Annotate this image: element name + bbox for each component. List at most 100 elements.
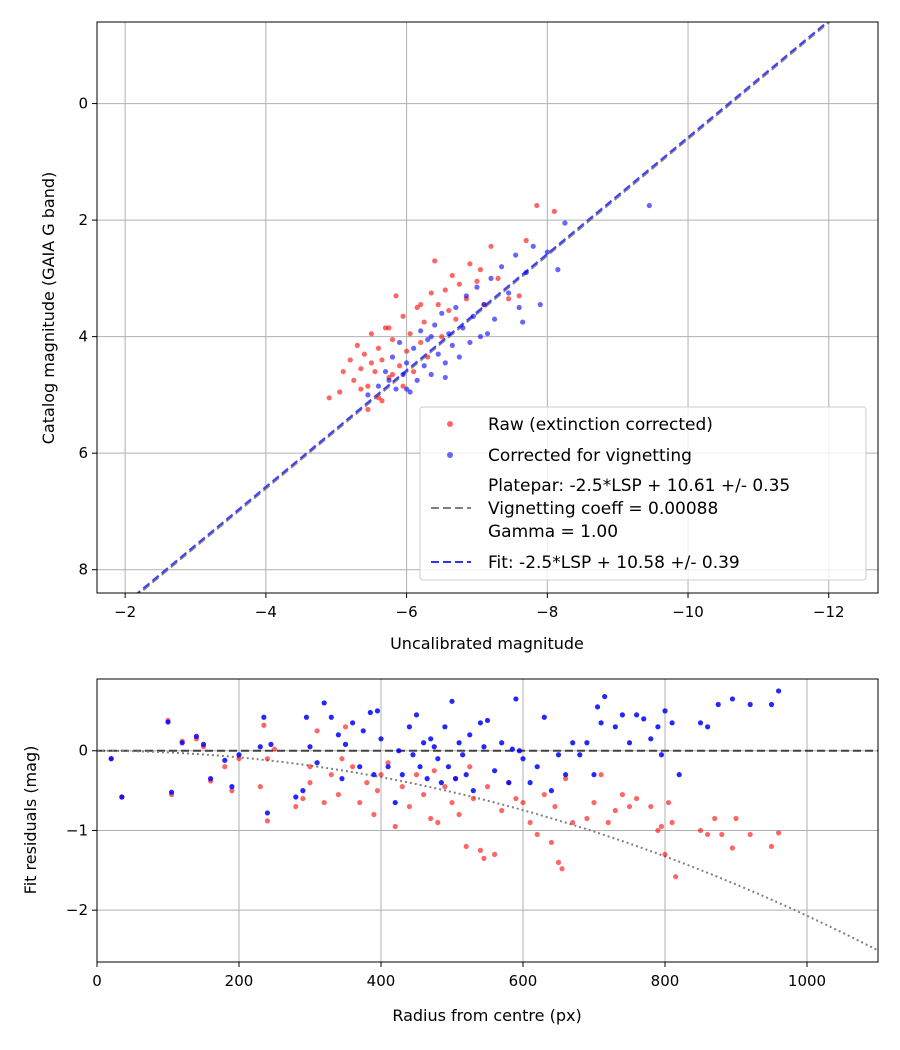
raw-residual-point	[598, 772, 604, 778]
corrected-residual-point	[499, 740, 505, 746]
top-ytick-label: 6	[78, 444, 88, 462]
raw-magnitude-point	[477, 267, 484, 273]
top-xtick-label: −10	[672, 603, 704, 621]
raw-magnitude-point	[386, 325, 392, 331]
raw-residual-point	[552, 803, 558, 810]
corrected-residual-point	[438, 780, 444, 786]
top-ylabel: Catalog magnitude (GAIA G band)	[39, 172, 58, 444]
corrected-residual-point	[591, 772, 597, 778]
raw-residual-point	[768, 843, 775, 850]
raw-residual-point	[261, 722, 267, 728]
top-scatter-points	[326, 202, 652, 413]
raw-magnitude-point	[393, 293, 399, 299]
raw-residual-point	[548, 839, 555, 846]
raw-residual-point	[413, 772, 420, 778]
corrected-residual-point	[413, 712, 420, 718]
raw-residual-point	[300, 795, 306, 802]
corrected-magnitude-point	[400, 371, 406, 378]
corrected-residual-point	[339, 776, 345, 782]
raw-residual-point	[669, 819, 675, 826]
raw-residual-point	[697, 827, 704, 834]
corrected-residual-point	[641, 716, 647, 722]
raw-magnitude-point	[375, 345, 382, 351]
corrected-magnitude-point	[555, 267, 561, 273]
corrected-residual-point	[399, 772, 405, 778]
raw-magnitude-point	[337, 389, 343, 395]
platepar-fit-line	[138, 22, 832, 593]
corrected-residual-point	[648, 736, 654, 742]
corrected-residual-point	[360, 728, 366, 734]
raw-residual-point	[264, 818, 270, 824]
raw-residual-point	[527, 819, 533, 826]
legend-label: Raw (extinction corrected)	[488, 415, 713, 435]
top-xtick-label: −8	[536, 603, 558, 621]
corrected-residual-point	[662, 708, 668, 714]
raw-residual-point	[776, 830, 782, 836]
raw-residual-point	[293, 803, 299, 810]
corrected-residual-point	[516, 748, 523, 754]
raw-residual-point	[492, 851, 498, 857]
corrected-residual-point	[634, 712, 640, 718]
raw-magnitude-point	[439, 334, 445, 340]
bottom-ylabel: Fit residuals (mag)	[21, 746, 40, 895]
corrected-residual-point	[307, 744, 313, 750]
raw-residual-point	[374, 788, 381, 794]
raw-residual-point	[541, 791, 547, 798]
raw-magnitude-point	[418, 339, 424, 346]
raw-magnitude-point	[379, 398, 385, 404]
corrected-residual-point	[768, 701, 775, 708]
raw-residual-point	[431, 768, 437, 774]
top-ytick-label: 4	[78, 328, 88, 346]
corrected-residual-point	[264, 810, 270, 816]
raw-residual-point	[392, 823, 398, 830]
raw-magnitude-point	[368, 360, 375, 366]
corrected-residual-point	[626, 740, 633, 746]
corrected-magnitude-point	[481, 301, 487, 308]
corrected-magnitude-point	[530, 243, 536, 249]
raw-residual-point	[534, 831, 540, 838]
corrected-residual-point	[193, 733, 199, 739]
vignetting-model-curve	[97, 749, 878, 952]
corrected-residual-point	[257, 744, 263, 750]
raw-residual-point	[634, 795, 640, 802]
raw-residual-point	[442, 784, 448, 790]
raw-residual-point	[321, 799, 327, 806]
corrected-residual-point	[463, 772, 469, 778]
corrected-residual-point	[619, 712, 626, 718]
corrected-magnitude-point	[365, 392, 371, 398]
legend-label: Fit: -2.5*LSP + 10.58 +/- 0.39	[488, 553, 740, 573]
raw-magnitude-point	[396, 363, 403, 369]
corrected-residual-point	[612, 724, 618, 730]
corrected-magnitude-point	[432, 322, 438, 328]
corrected-magnitude-point	[428, 371, 434, 378]
corrected-residual-point	[655, 724, 661, 730]
top-xlabel: Uncalibrated magnitude	[390, 634, 584, 653]
legend-box	[419, 406, 867, 581]
raw-magnitude-point	[351, 377, 357, 383]
raw-residual-point	[314, 728, 320, 734]
corrected-magnitude-point	[646, 202, 652, 209]
corrected-residual-point	[321, 700, 327, 706]
corrected-residual-point	[534, 764, 540, 770]
top-plot: −2 −4 −6 −8 −10 −12 0 2 4 6 8 Uncalibrated magnitu…	[39, 21, 879, 653]
corrected-magnitude-point	[506, 290, 512, 296]
top-xtick-label: −6	[396, 603, 418, 621]
corrected-residual-point	[431, 744, 437, 750]
corrected-residual-point	[293, 794, 299, 800]
raw-residual-point	[421, 791, 427, 798]
raw-residual-point	[591, 799, 597, 806]
corrected-residual-point	[442, 724, 448, 730]
fit-line	[136, 22, 830, 593]
raw-residual-point	[357, 799, 363, 806]
corrected-residual-point	[300, 788, 306, 794]
raw-residual-point	[364, 780, 370, 786]
bottom-xtick-label: 800	[651, 972, 680, 990]
raw-magnitude-point	[358, 366, 364, 372]
corrected-residual-point	[357, 764, 363, 770]
raw-residual-point	[449, 799, 455, 806]
raw-residual-point	[456, 811, 462, 818]
corrected-residual-point	[367, 709, 373, 716]
legend-label: Corrected for vignetting	[488, 446, 692, 466]
bottom-reference-lines	[97, 749, 878, 952]
raw-residual-point	[705, 831, 711, 838]
